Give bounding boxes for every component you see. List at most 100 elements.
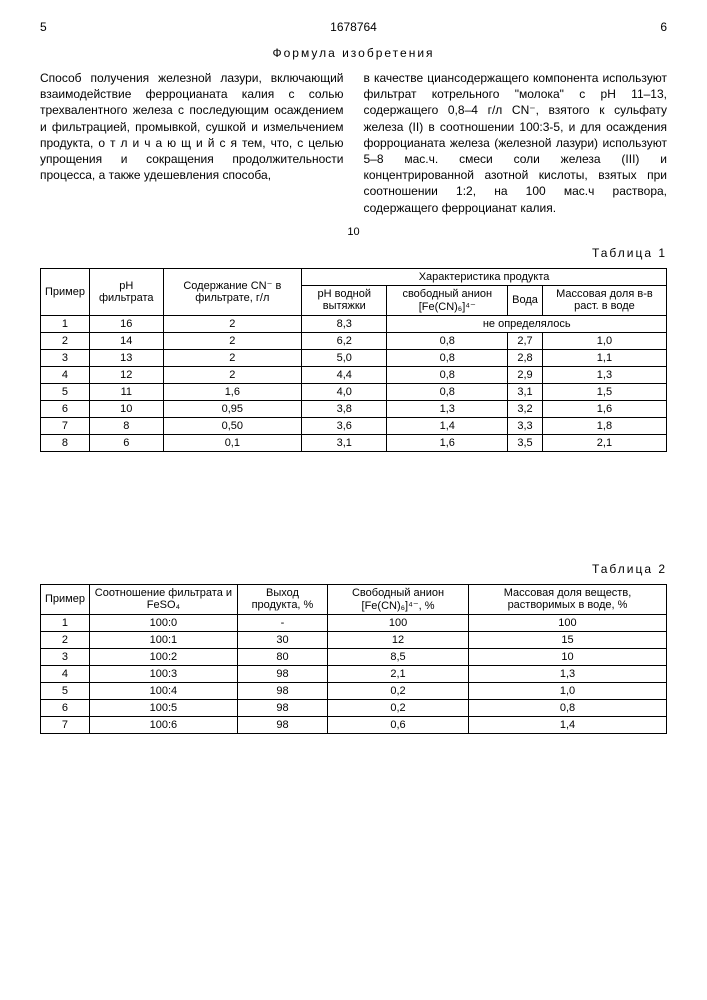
table-cell: 100:0: [89, 614, 237, 631]
table-cell: 1,8: [542, 417, 666, 434]
t1-h-ph: pH фильтрата: [89, 268, 163, 315]
table-cell: 8: [41, 434, 90, 451]
table-row: 5100:4980,21,0: [41, 682, 667, 699]
table-cell: 16: [89, 315, 163, 332]
table-row: 6100:5980,20,8: [41, 699, 667, 716]
table-cell: 2,1: [542, 434, 666, 451]
table-cell: 4: [41, 665, 90, 682]
table-row: 2100:1301215: [41, 631, 667, 648]
table-cell: 98: [237, 665, 327, 682]
table-cell: 13: [89, 349, 163, 366]
t1-h-phw: pH водной вытяжки: [302, 285, 387, 315]
table-cell: 1,6: [163, 383, 302, 400]
table-row: 1100:0-100100: [41, 614, 667, 631]
claims-right-column: в качестве циансодержащего компонента ис…: [364, 70, 668, 216]
t2-h-yield: Выход продукта, %: [237, 584, 327, 614]
table-cell: 0,50: [163, 417, 302, 434]
table-cell: 0,6: [328, 716, 469, 733]
table-cell: 2: [163, 332, 302, 349]
line-marker-10: 10: [40, 226, 667, 238]
table-cell: 100:6: [89, 716, 237, 733]
table-cell: 4,4: [302, 366, 387, 383]
table1-label: Таблица 1: [40, 246, 667, 260]
t2-h-ratio: Соотношение фильтрата и FeSO₄: [89, 584, 237, 614]
table-cell: 100:5: [89, 699, 237, 716]
page-num-right: 6: [460, 20, 667, 34]
table-cell: 3,1: [508, 383, 543, 400]
table-cell: 2: [163, 366, 302, 383]
t2-h-mass: Массовая доля веществ, растворимых в вод…: [468, 584, 666, 614]
table-cell: 6: [89, 434, 163, 451]
table-cell: 1: [41, 315, 90, 332]
table-cell: 1,0: [468, 682, 666, 699]
table-cell: 1,4: [387, 417, 508, 434]
table-row: 6100,953,81,33,21,6: [41, 400, 667, 417]
table-cell: 5: [41, 383, 90, 400]
patent-number: 1678764: [250, 20, 457, 34]
table-cell: 100:2: [89, 648, 237, 665]
table-cell: 0,8: [468, 699, 666, 716]
table-row: 21426,20,82,71,0: [41, 332, 667, 349]
table-cell: 3,8: [302, 400, 387, 417]
table-cell: 3,5: [508, 434, 543, 451]
table-cell: 0,1: [163, 434, 302, 451]
table-cell: 11: [89, 383, 163, 400]
table-row: 780,503,61,43,31,8: [41, 417, 667, 434]
t2-h-anion: Свободный анион [Fe(CN)₆]⁴⁻, %: [328, 584, 469, 614]
table-cell: 2: [163, 349, 302, 366]
table-1: Пример pH фильтрата Содержание CN⁻ в фил…: [40, 268, 667, 452]
table-cell: 3,6: [302, 417, 387, 434]
table-cell: 12: [89, 366, 163, 383]
table-cell: 0,2: [328, 699, 469, 716]
table-cell: 3: [41, 349, 90, 366]
table-cell: 8: [89, 417, 163, 434]
page-num-left: 5: [40, 20, 247, 34]
table-cell: 4,0: [302, 383, 387, 400]
t1-h-char: Характеристика продукта: [302, 268, 667, 285]
table-cell: 3,1: [302, 434, 387, 451]
table-cell: 1: [41, 614, 90, 631]
table-cell: 10: [89, 400, 163, 417]
table-cell: 3,3: [508, 417, 543, 434]
table-cell: 14: [89, 332, 163, 349]
table-row: 11628,3не определялось: [41, 315, 667, 332]
table-cell: 100: [328, 614, 469, 631]
table-cell: 30: [237, 631, 327, 648]
table-cell: 8,3: [302, 315, 387, 332]
page-header: 5 1678764 6: [40, 20, 667, 34]
table-cell: 7: [41, 716, 90, 733]
table-cell: 80: [237, 648, 327, 665]
table-cell: -: [237, 614, 327, 631]
t2-h-primer: Пример: [41, 584, 90, 614]
table-cell: 1,0: [542, 332, 666, 349]
table-cell: 7: [41, 417, 90, 434]
table2-label: Таблица 2: [40, 562, 667, 576]
table-cell: 2,9: [508, 366, 543, 383]
table-row: 41224,40,82,91,3: [41, 366, 667, 383]
table-cell: 1,6: [387, 434, 508, 451]
table-row: 7100:6980,61,4: [41, 716, 667, 733]
table-cell: 1,5: [542, 383, 666, 400]
table-cell: 1,4: [468, 716, 666, 733]
table-cell: 98: [237, 716, 327, 733]
table-cell: 12: [328, 631, 469, 648]
table-cell-nd: не определялось: [387, 315, 667, 332]
t1-h-primer: Пример: [41, 268, 90, 315]
table-cell: 0,8: [387, 332, 508, 349]
table-cell: 1,3: [468, 665, 666, 682]
table-cell: 6,2: [302, 332, 387, 349]
table-cell: 6: [41, 699, 90, 716]
t1-h-mass: Массовая доля в-в раст. в воде: [542, 285, 666, 315]
table-row: 31325,00,82,81,1: [41, 349, 667, 366]
table-cell: 1,3: [387, 400, 508, 417]
table-row: 860,13,11,63,52,1: [41, 434, 667, 451]
table-cell: 3,2: [508, 400, 543, 417]
table-cell: 8,5: [328, 648, 469, 665]
table-cell: 100:4: [89, 682, 237, 699]
table-cell: 2,8: [508, 349, 543, 366]
table-cell: 3: [41, 648, 90, 665]
table-cell: 2: [163, 315, 302, 332]
table-cell: 10: [468, 648, 666, 665]
table-cell: 5,0: [302, 349, 387, 366]
table-2: Пример Соотношение фильтрата и FeSO₄ Вых…: [40, 584, 667, 734]
